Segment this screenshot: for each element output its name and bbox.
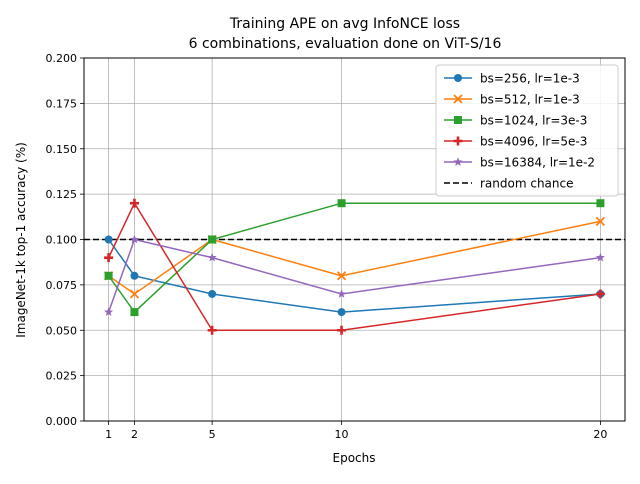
- series: [104, 198, 605, 335]
- x-axis-label: Epochs: [333, 451, 376, 465]
- data-point: [104, 235, 113, 244]
- x-tick-label: 10: [335, 428, 349, 441]
- data-point: [104, 307, 114, 316]
- y-tick-label: 0.200: [46, 52, 78, 65]
- data-point: [596, 199, 605, 208]
- series-line: [107, 202, 601, 314]
- legend-box: [435, 64, 619, 197]
- legend-marker: [454, 116, 462, 124]
- data-point: [208, 235, 217, 244]
- data-point: [104, 253, 114, 263]
- data-point: [130, 271, 139, 280]
- data-point: [207, 325, 217, 335]
- legend-label: bs=256, lr=1e-3: [480, 72, 580, 86]
- chart-title: Training APE on avg InfoNCE loss: [229, 16, 460, 32]
- y-axis-label: ImageNet-1k top-1 accuracy (%): [14, 142, 28, 338]
- data-point: [595, 216, 606, 226]
- data-point: [595, 289, 605, 299]
- data-point: [129, 198, 139, 208]
- data-point: [595, 252, 605, 262]
- data-point: [104, 271, 113, 280]
- legend-marker: [454, 74, 462, 82]
- data-point: [207, 252, 217, 262]
- series: [104, 234, 605, 316]
- legend-label: bs=4096, lr=5e-3: [480, 135, 587, 149]
- x-tick-label: 5: [209, 428, 216, 441]
- series: [104, 199, 605, 317]
- legend-marker: [453, 94, 463, 104]
- legend-label: bs=512, lr=1e-3: [480, 93, 580, 107]
- data-point: [208, 289, 217, 298]
- y-tick-label: 0.175: [46, 97, 78, 110]
- legend: bs=256, lr=1e-3 bs=512, lr=1e-3 bs=1024, l…: [435, 64, 619, 197]
- y-tick-label: 0.150: [46, 143, 78, 156]
- data-point: [129, 289, 140, 299]
- data-point: [129, 234, 140, 244]
- x-tick-label: 2: [131, 428, 138, 441]
- y-tick-label: 0.100: [46, 234, 78, 247]
- y-tick-label: 0.050: [46, 324, 78, 337]
- legend-label: bs=1024, lr=3e-3: [480, 114, 587, 128]
- legend-label: random chance: [480, 177, 574, 191]
- y-tick-label: 0.125: [46, 188, 78, 201]
- series-line: [108, 220, 601, 295]
- y-tick-label: 0.075: [46, 279, 78, 292]
- x-tick-label: 1: [105, 428, 112, 441]
- data-point: [336, 271, 347, 281]
- data-point: [336, 289, 347, 298]
- data-point: [130, 308, 139, 317]
- chart-subtitle: 6 combinations, evaluation done on ViT-S…: [189, 36, 502, 52]
- data-point: [337, 325, 347, 335]
- y-tick-label: 0.000: [46, 415, 78, 428]
- y-tick-label: 0.025: [46, 370, 78, 383]
- data-point: [337, 308, 346, 317]
- series-layer: [103, 198, 606, 335]
- axes: 1 2 5 10 20 0.000 0.025 0.050 0.075 0.100 0.125 0.1…: [46, 52, 608, 441]
- legend-label: bs=16384, lr=1e-2: [480, 156, 595, 170]
- series-line: [107, 238, 601, 313]
- data-point: [337, 199, 346, 208]
- legend-marker: [453, 157, 463, 166]
- legend-marker: [453, 136, 463, 146]
- x-tick-label: 20: [593, 428, 607, 441]
